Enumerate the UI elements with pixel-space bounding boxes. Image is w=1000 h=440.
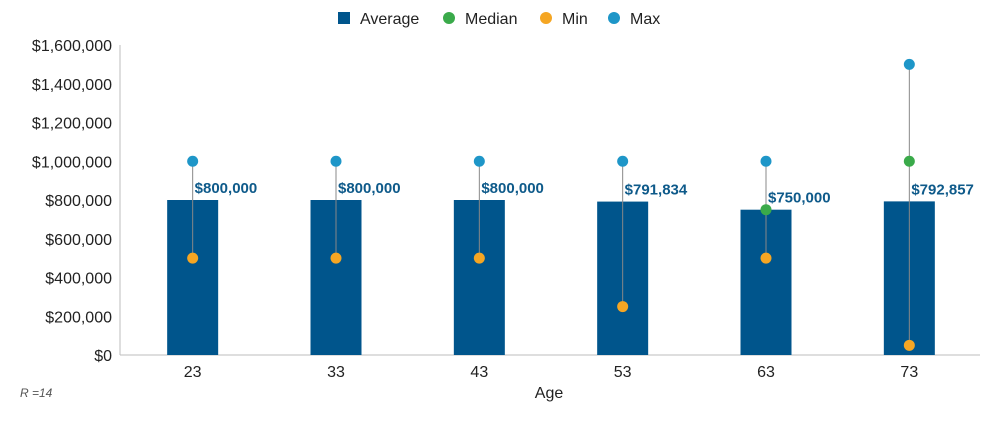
- legend-swatch-median: [443, 12, 455, 24]
- x-tick-label: 53: [614, 364, 632, 381]
- x-tick-label: 63: [757, 364, 775, 381]
- y-tick-label: $400,000: [45, 271, 112, 288]
- data-label: $792,857: [911, 181, 974, 198]
- x-axis: 23 33 43 53 63 73: [120, 354, 980, 381]
- marker-max: [617, 155, 629, 167]
- y-tick-label: $1,200,000: [32, 116, 112, 133]
- y-tick-label: $200,000: [45, 309, 112, 326]
- x-tick-label: 73: [900, 364, 918, 381]
- data-label: $791,834: [625, 182, 688, 199]
- marker-median: [760, 204, 772, 216]
- legend-label-average: Average: [360, 11, 419, 28]
- legend: Average Median Min Max: [338, 11, 660, 28]
- data-label: $750,000: [768, 190, 831, 207]
- chart-note: R =14: [20, 386, 53, 400]
- legend-label-min: Min: [562, 11, 588, 28]
- marker-min: [187, 252, 199, 264]
- legend-swatch-average: [338, 12, 350, 24]
- y-tick-label: $1,400,000: [32, 77, 112, 94]
- data-label: $800,000: [195, 180, 258, 197]
- marker-max: [473, 155, 485, 167]
- legend-swatch-min: [540, 12, 552, 24]
- legend-swatch-max: [608, 12, 620, 24]
- data-label: $800,000: [481, 180, 544, 197]
- markers-layer: [187, 58, 915, 351]
- x-tick-label: 23: [184, 364, 202, 381]
- legend-label-median: Median: [465, 11, 517, 28]
- bars-layer: [167, 200, 935, 355]
- marker-min: [330, 252, 342, 264]
- marker-max: [903, 58, 915, 70]
- marker-min: [760, 252, 772, 264]
- y-tick-label: $800,000: [45, 193, 112, 210]
- marker-median: [903, 155, 915, 167]
- marker-max: [330, 155, 342, 167]
- x-tick-label: 43: [470, 364, 488, 381]
- legend-label-max: Max: [630, 11, 660, 28]
- marker-min: [617, 301, 629, 313]
- y-tick-label: $600,000: [45, 232, 112, 249]
- marker-max: [760, 155, 772, 167]
- y-axis: $0 $200,000 $400,000 $600,000 $800,000 $1,000…: [32, 38, 121, 365]
- y-tick-label: $1,600,000: [32, 38, 112, 55]
- x-tick-label: 33: [327, 364, 345, 381]
- y-tick-label: $0: [94, 348, 112, 365]
- data-labels-layer: $800,000 $800,000 $800,000 $791,834 $750,000…: [195, 180, 974, 207]
- marker-max: [187, 155, 199, 167]
- y-tick-label: $1,000,000: [32, 154, 112, 171]
- data-label: $800,000: [338, 180, 401, 197]
- marker-min: [473, 252, 485, 264]
- x-axis-label: Age: [535, 385, 564, 402]
- marker-min: [903, 339, 915, 351]
